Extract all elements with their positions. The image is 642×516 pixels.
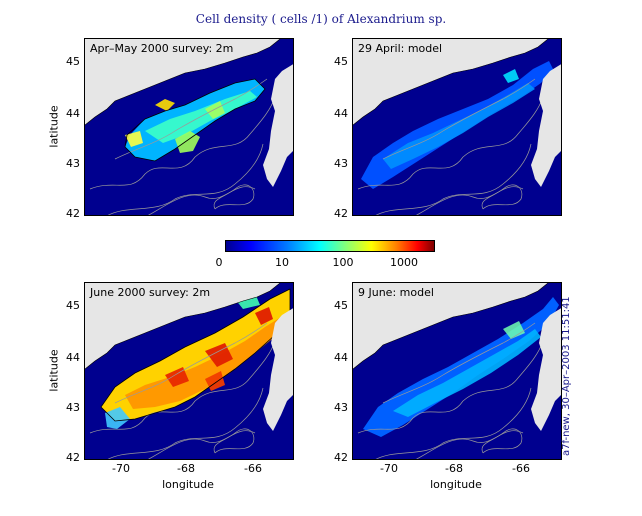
density-patch (503, 321, 525, 339)
ytick-43: 43 (334, 401, 348, 414)
density-patch (145, 91, 257, 143)
ytick-45: 45 (334, 299, 348, 312)
y-axis-label: latitude (47, 105, 61, 148)
bathymetry-contour (415, 430, 524, 459)
map-canvas (85, 39, 293, 215)
panel-model-9-june: 9 June: model (352, 282, 562, 460)
ytick-43: 43 (66, 401, 80, 414)
bathymetry-contour (481, 428, 523, 454)
panel-model-29-april: 29 April: model (352, 38, 562, 216)
figure-title: Cell density ( cells /1) of Alexandrium … (195, 12, 447, 26)
land-mass (263, 64, 293, 187)
colorbar (225, 240, 435, 252)
ytick-44: 44 (334, 351, 348, 364)
land-mass (531, 64, 561, 187)
xtick-neg68: -68 (177, 462, 195, 475)
coastline (85, 39, 281, 126)
bathymetry-contour (376, 387, 532, 459)
land-mass (85, 283, 280, 369)
ytick-42: 42 (66, 207, 80, 220)
bathymetry-contour (108, 387, 264, 459)
panel-label: June 2000 survey: 2m (90, 286, 211, 299)
bathymetry-contour (213, 184, 255, 210)
bathymetry-contour (89, 96, 276, 190)
density-patch (255, 307, 273, 325)
density-patch (165, 367, 189, 387)
xtick-neg70: -70 (112, 462, 130, 475)
colorbar-tick-10: 10 (275, 256, 289, 269)
ytick-44: 44 (66, 107, 80, 120)
ytick-43: 43 (66, 157, 80, 170)
panel-label: Apr–May 2000 survey: 2m (90, 42, 234, 55)
panel-label: 9 June: model (358, 286, 434, 299)
bathymetry-contour (357, 96, 544, 190)
bathymetry-contour (382, 322, 536, 404)
density-patch (503, 69, 519, 83)
coastline (85, 283, 281, 370)
colorbar-tick-1000: 1000 (390, 256, 418, 269)
ytick-44: 44 (66, 351, 80, 364)
density-patch (205, 371, 225, 391)
density-patch (393, 329, 541, 417)
bathymetry-contour (114, 78, 268, 160)
land-mass (85, 39, 280, 125)
xtick-neg70: -70 (380, 462, 398, 475)
ytick-42: 42 (66, 451, 80, 464)
density-patch (155, 99, 175, 111)
x-axis-label: longitude (162, 478, 214, 491)
bathymetry-contour (415, 186, 524, 215)
coastline (353, 39, 549, 126)
bathymetry-contour (147, 430, 256, 459)
coastline (353, 283, 549, 370)
bathymetry-contour (481, 184, 523, 210)
land-mass (353, 283, 548, 369)
land-mass (263, 308, 293, 431)
colorbar-tick-100: 100 (332, 256, 354, 269)
ytick-45: 45 (66, 55, 80, 68)
timestamp-stamp: a7f-new, 30–Apr–2003 11:51:41 (561, 296, 572, 456)
xtick-neg66: -66 (512, 462, 530, 475)
panel-survey-june: June 2000 survey: 2m (84, 282, 294, 460)
bathymetry-contour (213, 428, 255, 454)
bathymetry-contour (357, 340, 544, 434)
ytick-45: 45 (66, 299, 80, 312)
map-canvas (85, 283, 293, 459)
xtick-neg66: -66 (244, 462, 262, 475)
ytick-43: 43 (334, 157, 348, 170)
density-patch (175, 131, 200, 153)
density-patch (105, 407, 130, 429)
land-mass (531, 308, 561, 431)
ytick-42: 42 (334, 451, 348, 464)
density-patch (125, 317, 281, 409)
xtick-neg68: -68 (445, 462, 463, 475)
bathymetry-contour (89, 340, 276, 434)
bathymetry-contour (147, 186, 256, 215)
density-patch (205, 101, 225, 119)
y-axis-label: latitude (47, 349, 61, 392)
ytick-44: 44 (334, 107, 348, 120)
panel-label: 29 April: model (358, 42, 443, 55)
map-canvas (353, 283, 561, 459)
density-patch (383, 83, 535, 169)
map-canvas (353, 39, 561, 215)
bathymetry-contour (108, 143, 264, 215)
bathymetry-contour (114, 322, 268, 404)
density-patch (125, 131, 143, 147)
density-patch (205, 343, 233, 367)
colorbar-tick-0: 0 (215, 256, 223, 269)
bathymetry-contour (382, 78, 536, 160)
survey-contour (124, 78, 266, 162)
x-axis-label: longitude (430, 478, 482, 491)
ytick-42: 42 (334, 207, 348, 220)
land-mass (353, 39, 548, 125)
ytick-45: 45 (334, 55, 348, 68)
bathymetry-contour (376, 143, 532, 215)
panel-survey-apr-may: Apr–May 2000 survey: 2m (84, 38, 294, 216)
